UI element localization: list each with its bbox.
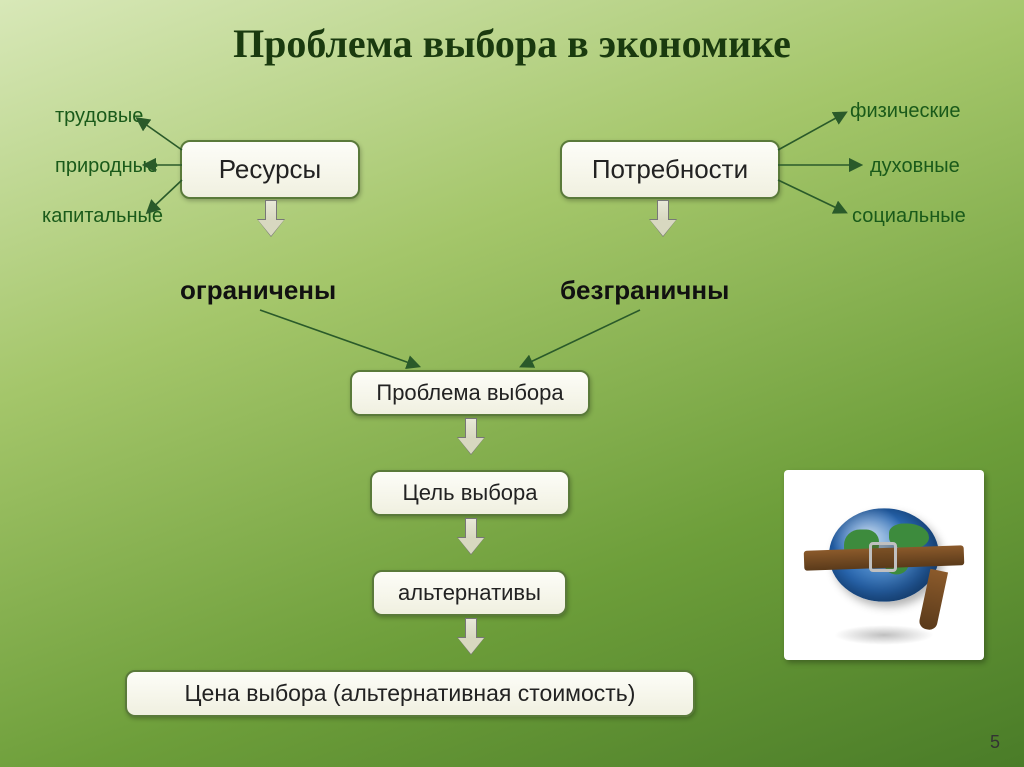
down-arrow-icon: [458, 518, 484, 554]
resource-label-capital: капитальные: [42, 205, 163, 228]
down-arrow-icon: [458, 618, 484, 654]
down-arrow-icon: [458, 418, 484, 454]
unlimited-text: безграничны: [560, 275, 729, 306]
globe-belt-image: [784, 470, 984, 660]
need-label-physical: физические: [850, 100, 961, 123]
needs-box: Потребности: [560, 140, 780, 199]
resource-label-labor: трудовые: [55, 105, 143, 128]
resources-box: Ресурсы: [180, 140, 360, 199]
page-number: 5: [990, 732, 1000, 753]
need-label-spiritual: духовные: [870, 155, 960, 178]
price-box: Цена выбора (альтернативная стоимость): [125, 670, 695, 717]
down-arrow-icon: [258, 200, 284, 236]
limited-text: ограничены: [180, 275, 336, 306]
alternatives-box: альтернативы: [372, 570, 567, 616]
need-label-social: социальные: [852, 205, 966, 228]
resource-label-natural: природные: [55, 155, 158, 178]
slide-title: Проблема выбора в экономике: [0, 20, 1024, 67]
down-arrow-icon: [650, 200, 676, 236]
problem-box: Проблема выбора: [350, 370, 590, 416]
goal-box: Цель выбора: [370, 470, 570, 516]
